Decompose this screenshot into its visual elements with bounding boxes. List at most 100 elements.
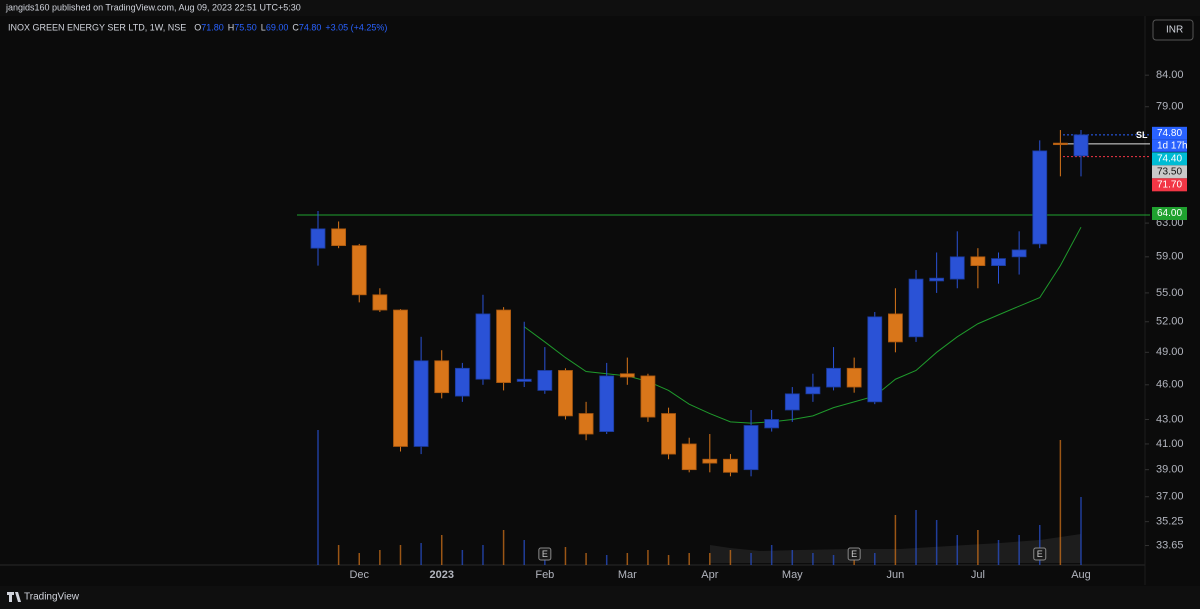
- candle-body: [454, 367, 470, 397]
- volume-bar: [770, 545, 773, 565]
- volume-bar: [1059, 440, 1062, 565]
- candle-body: [578, 413, 594, 435]
- x-tick-label: Jul: [971, 569, 985, 581]
- currency[interactable]: INR: [1166, 25, 1183, 36]
- candle-body: [413, 360, 429, 447]
- volume-bar: [647, 550, 649, 565]
- price-label: 64.00: [1157, 208, 1182, 219]
- candle-body: [681, 443, 697, 471]
- brand: TradingView: [24, 592, 80, 603]
- candle-body: [1073, 134, 1089, 157]
- candle-body: [723, 458, 738, 473]
- x-tick-label: Feb: [535, 569, 554, 581]
- candle-body: [1032, 150, 1048, 245]
- x-tick-label: May: [782, 569, 803, 581]
- ohlc-key: L: [261, 22, 266, 32]
- candle-body: [434, 360, 450, 394]
- volume-bar: [585, 553, 587, 565]
- earnings-marker: E: [1037, 549, 1043, 559]
- volume-bar: [997, 540, 1000, 565]
- volume-bar: [482, 545, 484, 565]
- candle-body: [970, 256, 986, 267]
- candle-body: [351, 245, 367, 296]
- price-label: 73.50: [1157, 166, 1182, 177]
- y-tick-label: 84.00: [1156, 69, 1184, 81]
- y-tick-label: 59.00: [1156, 251, 1184, 263]
- ohlc-value: 69.00: [266, 22, 289, 32]
- candle-body: [661, 413, 676, 455]
- volume-bar: [977, 530, 979, 565]
- y-tick-label: 39.00: [1156, 464, 1184, 476]
- volume-bar: [626, 553, 629, 565]
- price-label: 71.70: [1157, 179, 1182, 190]
- volume-bar: [874, 553, 876, 565]
- volume-bar: [523, 540, 525, 565]
- candle-body: [826, 367, 841, 388]
- candle-body: [496, 309, 511, 383]
- volume-bar: [812, 553, 814, 565]
- y-tick-label: 55.00: [1156, 287, 1184, 299]
- ohlc-key: C: [292, 22, 299, 32]
- ohlc-value: 75.50: [234, 22, 257, 32]
- earnings-box: [538, 547, 552, 561]
- countdown-box: [1152, 139, 1187, 152]
- candle-body: [846, 367, 862, 388]
- volume-bar: [729, 550, 732, 565]
- price-label-box: [1152, 178, 1187, 192]
- volume-bar: [915, 510, 917, 565]
- volume-bar: [420, 543, 422, 565]
- bottom-bar: [0, 586, 1200, 609]
- candle-body: [1052, 142, 1068, 146]
- y-tick-label: 79.00: [1156, 101, 1184, 113]
- volume-bar: [461, 550, 464, 565]
- candle-body: [599, 375, 615, 432]
- candle-body: [558, 370, 573, 417]
- x-tick-label: Jun: [887, 569, 905, 581]
- volume-bar: [1018, 535, 1020, 565]
- volume-bar: [564, 547, 567, 565]
- ohlc-value: 71.80: [201, 22, 224, 32]
- price-label-box: [1152, 165, 1187, 179]
- x-tick-label: Dec: [349, 569, 369, 581]
- earnings-box: [1033, 547, 1047, 561]
- sl-label: SL: [1136, 130, 1148, 140]
- candle-body: [784, 393, 800, 411]
- candle-body: [516, 378, 532, 382]
- candle-body: [331, 228, 347, 247]
- price-label: 74.80: [1157, 128, 1182, 139]
- x-tick-label: Mar: [618, 569, 637, 581]
- volume-bar: [605, 555, 608, 565]
- candle-body: [372, 294, 388, 311]
- candle-body: [619, 373, 635, 378]
- candle-body: [1011, 249, 1027, 258]
- volume-bar: [709, 553, 711, 565]
- volume-bar: [358, 553, 360, 565]
- y-tick-label: 49.00: [1156, 346, 1184, 358]
- volume-bar: [956, 535, 959, 565]
- price-label-box: [1152, 126, 1187, 140]
- y-tick-label: 63.00: [1156, 217, 1184, 229]
- candle-body: [310, 228, 326, 249]
- volume-bar: [750, 553, 752, 565]
- candle-body: [640, 375, 656, 418]
- y-tick-label: 41.00: [1156, 438, 1184, 450]
- candle-body: [908, 278, 924, 338]
- candle-body: [867, 316, 883, 403]
- y-tick-label: 52.00: [1156, 316, 1184, 328]
- ohlc-value: 74.80: [299, 22, 322, 32]
- ohlc-legend: O 71.80 H 75.50 L 69.00 C 74.80 +3.05 (+4.25%): [194, 22, 387, 32]
- volume-bar: [440, 535, 443, 565]
- x-tick-label: 2023: [429, 569, 453, 581]
- volume-bar: [1080, 497, 1082, 565]
- volume-bar: [502, 530, 505, 565]
- volume-bar: [399, 545, 402, 565]
- volume-bar: [832, 555, 835, 565]
- volume-bar: [667, 555, 670, 565]
- currency-box[interactable]: [1152, 19, 1194, 41]
- volume-bar: [1039, 525, 1041, 565]
- earnings-marker: E: [542, 549, 548, 559]
- volume-bar: [337, 545, 340, 565]
